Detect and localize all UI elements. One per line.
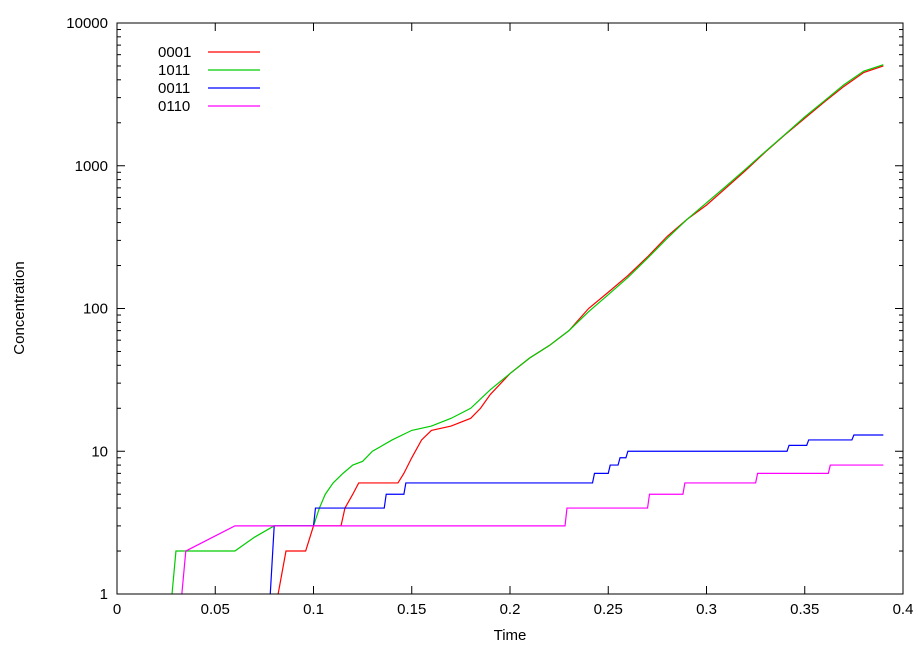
- legend-label-1011: 1011: [158, 62, 190, 79]
- x-tick-label: 0.15: [397, 601, 426, 618]
- legend-label-0001: 0001: [158, 44, 191, 61]
- x-tick-label: 0.05: [201, 601, 230, 618]
- series-layer: [171, 64, 884, 594]
- y-axis-title: Concentration: [11, 261, 28, 354]
- series-line-0110: [181, 464, 884, 594]
- x-tick-label: 0: [113, 601, 121, 618]
- series-line-0001: [277, 65, 884, 594]
- plot-frame: [116, 22, 904, 595]
- x-tick-label: 0.1: [303, 601, 324, 618]
- legend-label-0110: 0110: [158, 98, 190, 115]
- x-tick-label: 0.4: [893, 601, 914, 618]
- x-axis-title: Time: [494, 627, 527, 644]
- series-line-1011: [171, 64, 884, 594]
- x-tick-label: 0.35: [790, 601, 819, 618]
- y-tick-label: 1: [100, 586, 108, 603]
- y-axis: 1 10 100 1000 10000: [66, 15, 903, 603]
- x-tick-label: 0.2: [500, 601, 521, 618]
- y-tick-label: 10: [91, 443, 108, 460]
- y-tick-label: 1000: [75, 158, 108, 175]
- y-tick-label: 10000: [66, 15, 108, 32]
- y-tick-label: 100: [83, 301, 108, 318]
- x-tick-label: 0.3: [696, 601, 717, 618]
- x-axis: 0 0.05 0.1 0.15 0.2 0.25 0.3 0.35 0.4: [113, 23, 914, 618]
- legend-label-0011: 0011: [158, 80, 190, 97]
- x-tick-label: 0.25: [594, 601, 623, 618]
- series-line-0011: [269, 434, 884, 594]
